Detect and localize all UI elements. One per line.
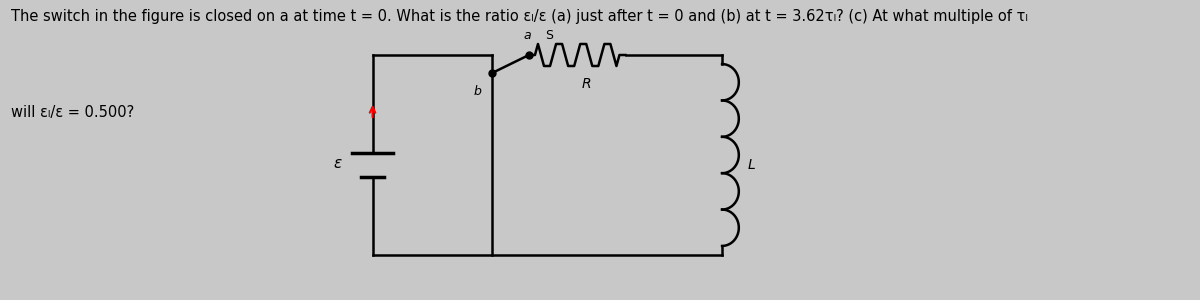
Text: b: b xyxy=(473,85,481,98)
Text: R: R xyxy=(582,77,592,91)
Text: will εₗ/ε = 0.500?: will εₗ/ε = 0.500? xyxy=(11,105,134,120)
Text: S: S xyxy=(546,29,553,42)
Text: L: L xyxy=(748,158,756,172)
Text: a: a xyxy=(523,29,530,42)
Text: The switch in the figure is closed on a at time t = 0. What is the ratio εₗ/ε (a: The switch in the figure is closed on a … xyxy=(11,9,1028,24)
Text: ε: ε xyxy=(334,155,342,170)
